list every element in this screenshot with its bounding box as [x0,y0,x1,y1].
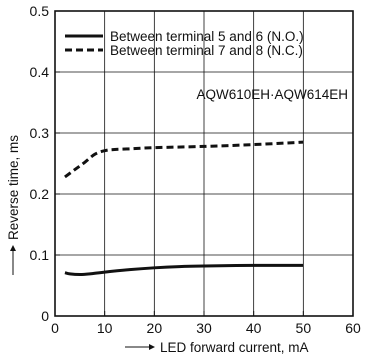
model-annotation: AQW610EH·AQW614EH [196,87,348,102]
x-tick-label-6: 60 [345,320,361,336]
legend: Between terminal 5 and 6 (N.O.) Between … [65,29,304,58]
y-tick-label-4: 0.4 [30,64,50,80]
tick-layer: 0 10 20 30 40 50 60 0 0.1 0.2 0.3 0.4 0.5 [30,3,361,336]
x-tick-label-4: 40 [246,320,262,336]
y-tick-label-3: 0.3 [30,125,50,141]
series-line-0 [64,263,304,277]
series-layer [64,140,304,277]
x-tick-label-1: 10 [97,320,113,336]
x-tick-label-3: 30 [196,320,212,336]
series-line-1 [64,140,304,179]
x-tick-label-2: 20 [147,320,163,336]
legend-label-nc: Between terminal 7 and 8 (N.C.) [110,43,303,58]
x-tick-label-5: 50 [296,320,312,336]
y-tick-label-1: 0.1 [30,247,50,263]
y-tick-label-0: 0 [41,308,49,324]
y-axis-label-arrowhead [10,245,16,251]
legend-label-no: Between terminal 5 and 6 (N.O.) [110,29,304,44]
y-axis-label-group: Reverse time, ms [6,135,21,275]
x-axis-label-group: LED forward current, mA [125,340,309,355]
x-axis-label: LED forward current, mA [160,340,309,355]
grid-layer [55,11,353,316]
x-axis-label-arrowhead [149,344,155,350]
y-axis-label: Reverse time, ms [6,135,21,240]
y-tick-label-5: 0.5 [30,3,50,19]
x-tick-label-0: 0 [51,320,59,336]
y-tick-label-2: 0.2 [30,186,50,202]
